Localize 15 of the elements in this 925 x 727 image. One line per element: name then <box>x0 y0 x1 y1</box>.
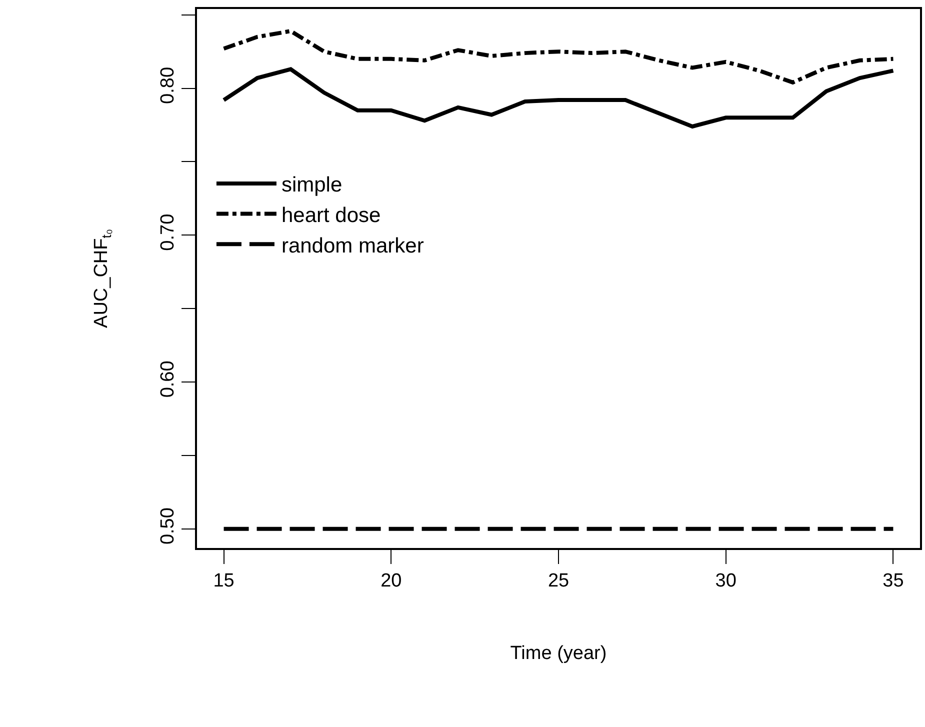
x-tick-label: 35 <box>882 570 904 592</box>
x-tick-label: 25 <box>548 570 570 592</box>
x-axis-title: Time (year) <box>510 642 607 664</box>
x-tick-label: 20 <box>380 570 402 592</box>
x-tick-label: 15 <box>213 570 234 592</box>
y-tick-label: 0.60 <box>158 360 179 398</box>
x-tick-label: 30 <box>715 570 736 592</box>
line-series <box>222 67 896 128</box>
legend-label: heart dose <box>281 204 381 227</box>
y-tick-label: 0.80 <box>158 66 179 104</box>
line-series <box>222 29 896 84</box>
legend-label: random marker <box>281 234 424 258</box>
y-tick-label: 0.50 <box>158 508 179 545</box>
legend-label: simple <box>281 174 342 197</box>
y-tick-label: 0.70 <box>158 214 179 251</box>
